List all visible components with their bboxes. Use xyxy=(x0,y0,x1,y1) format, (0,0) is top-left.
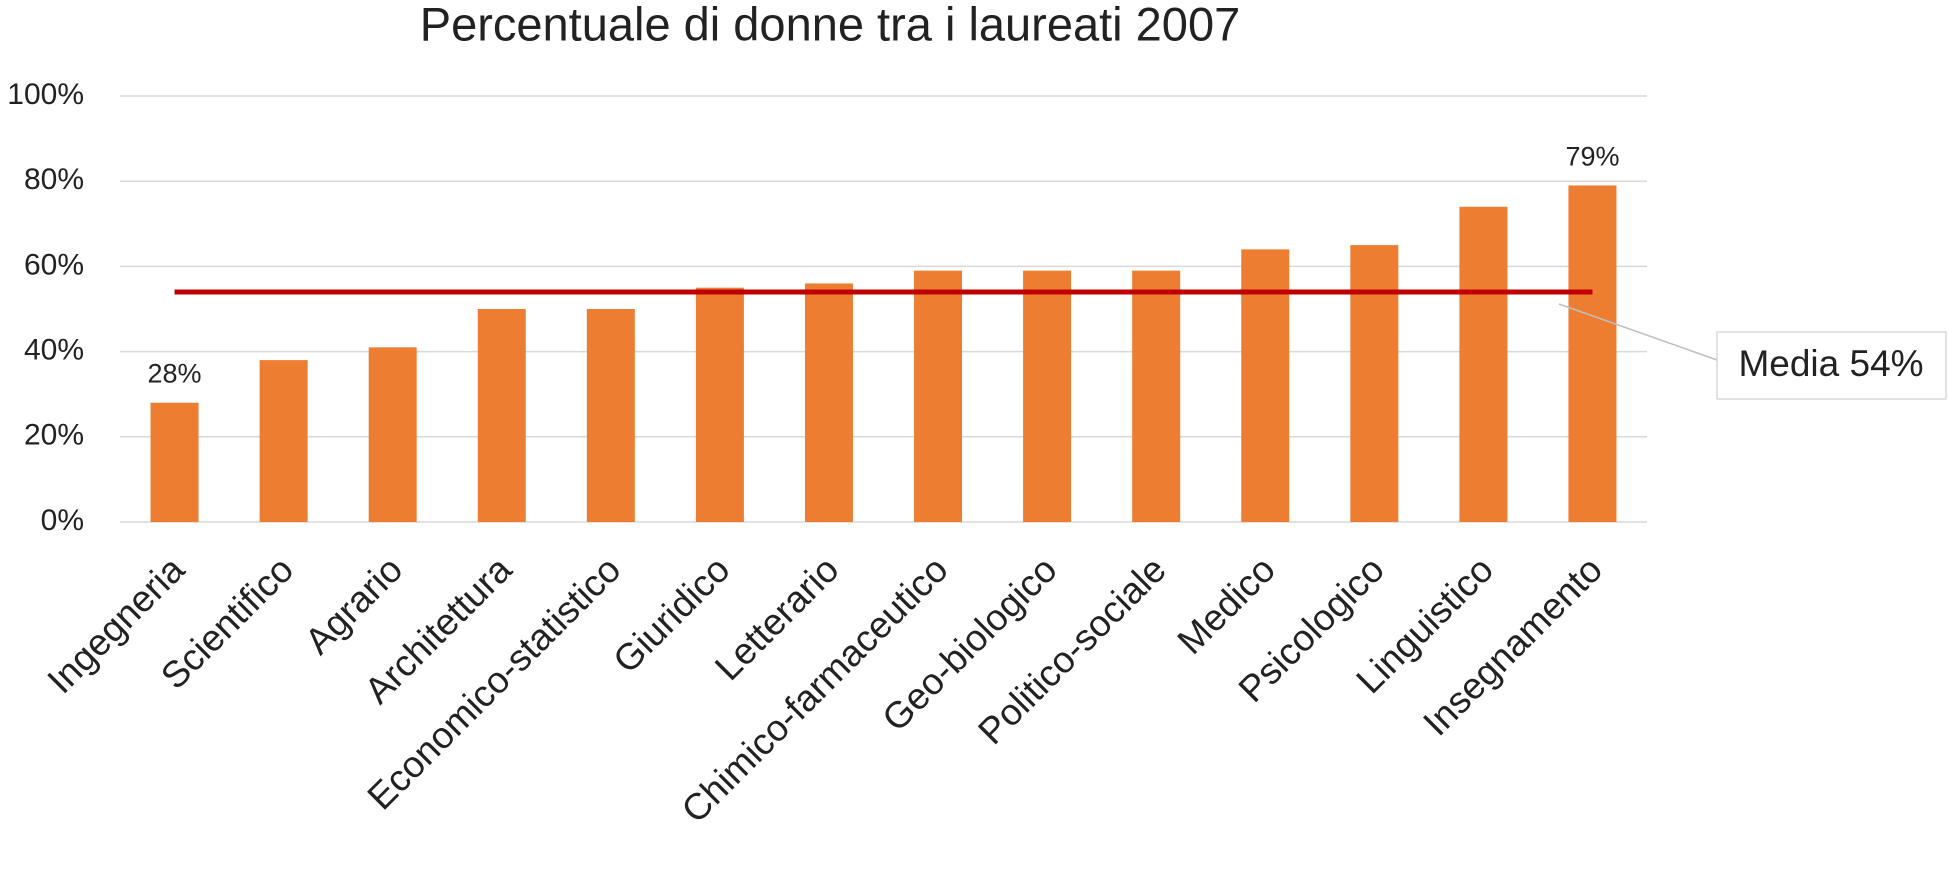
y-tick-label: 0% xyxy=(41,504,84,537)
reference-label: Media 54% xyxy=(1738,343,1923,384)
bar xyxy=(150,402,199,522)
bar xyxy=(259,360,308,522)
bar xyxy=(804,283,853,522)
bar xyxy=(1350,245,1399,522)
bar xyxy=(1241,249,1290,523)
bar xyxy=(1568,185,1617,522)
bar xyxy=(586,309,635,522)
y-tick-label: 100% xyxy=(7,78,84,111)
bar xyxy=(368,347,417,522)
data-label: 28% xyxy=(148,359,202,389)
y-tick-label: 40% xyxy=(24,334,84,367)
leader-line xyxy=(1558,303,1718,361)
data-label: 79% xyxy=(1565,141,1619,171)
bar xyxy=(1023,270,1072,522)
reference-label-box xyxy=(1716,331,1947,400)
bar xyxy=(1132,270,1181,522)
y-tick-label: 80% xyxy=(24,163,84,196)
bar xyxy=(914,270,963,522)
bar xyxy=(477,309,526,522)
chart-title: Percentuale di donne tra i laureati 2007 xyxy=(420,0,1240,50)
bar xyxy=(695,287,744,522)
bar xyxy=(1459,206,1508,522)
y-tick-label: 60% xyxy=(24,248,84,281)
y-tick-label: 20% xyxy=(24,419,84,452)
x-tick-label: Politico-sociale xyxy=(970,549,1173,752)
